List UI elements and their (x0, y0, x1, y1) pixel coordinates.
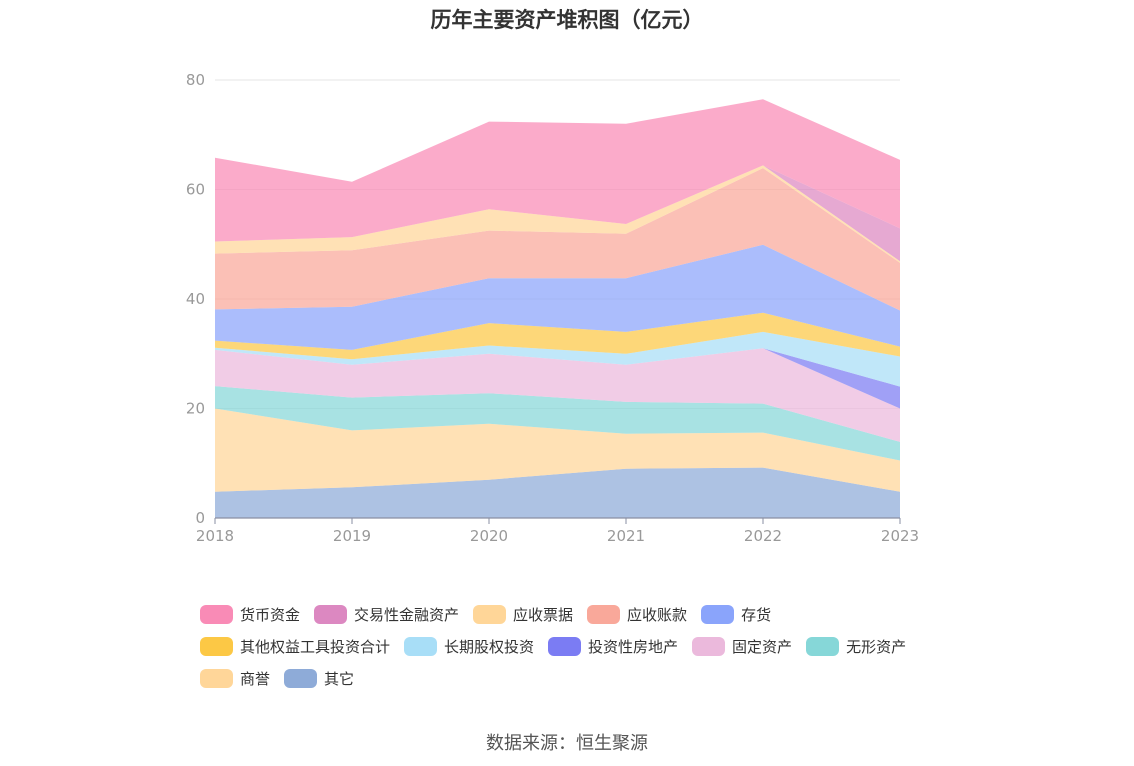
legend-label: 交易性金融资产 (354, 605, 460, 624)
legend-item[interactable]: 应收账款 (587, 601, 687, 627)
area-2 (215, 386, 900, 461)
legend-item[interactable]: 无形资产 (806, 633, 906, 659)
legend-label: 投资性房地产 (588, 637, 679, 656)
legend-item[interactable]: 其他权益工具投资合计 (200, 633, 390, 659)
legend-row: 商誉 其它 (200, 662, 960, 694)
legend-item[interactable]: 交易性金融资产 (314, 601, 459, 627)
legend-label: 其它 (324, 669, 355, 688)
x-tick-label-2018: 2018 (196, 527, 234, 545)
legend-label: 其他权益工具投资合计 (240, 637, 391, 656)
legend-swatch (806, 636, 840, 656)
area-1 (215, 408, 900, 492)
legend-label: 长期股权投资 (444, 637, 535, 656)
legend-label: 应收票据 (513, 605, 574, 624)
x-tick-label-2020: 2020 (470, 527, 508, 545)
y-tick-labels: 0 20 40 60 80 (186, 71, 205, 527)
legend-label: 应收账款 (627, 605, 688, 624)
area-0 (215, 467, 900, 518)
y-tick-label-0: 0 (195, 509, 205, 527)
legend-item[interactable]: 投资性房地产 (548, 633, 678, 659)
area-3 (215, 348, 900, 442)
x-tick-label-2023: 2023 (881, 527, 919, 545)
stacked-area-chart: 0 20 40 60 80 2018 2019 2020 2021 2022 2023 (186, 71, 919, 545)
legend-label: 商誉 (240, 669, 271, 688)
legend-swatch (200, 668, 233, 688)
legend-swatch (200, 604, 233, 624)
area-5 (215, 331, 900, 387)
axes (214, 517, 901, 524)
x-tick-label-2022: 2022 (744, 527, 782, 545)
legend-item[interactable]: 应收票据 (473, 601, 573, 627)
legend: 货币资金 交易性金融资产 应收票据 应收账款 存货其他权益工具投资合计 长期股权投资 投资性… (200, 598, 960, 694)
legend-item[interactable]: 存货 (701, 601, 771, 627)
legend-swatch (200, 636, 233, 656)
area-6 (215, 312, 900, 360)
x-tick-label-2019: 2019 (333, 527, 371, 545)
y-tick-label-40: 40 (186, 290, 205, 308)
legend-item[interactable]: 商誉 (200, 665, 270, 691)
legend-swatch (404, 636, 438, 656)
legend-label: 无形资产 (846, 637, 907, 656)
x-tick-labels: 2018 2019 2020 2021 2022 2023 (196, 527, 919, 545)
legend-item[interactable]: 其它 (284, 665, 354, 691)
source-note: 数据来源：恒生聚源 (486, 733, 648, 754)
area-7 (215, 244, 900, 350)
area-series (215, 99, 900, 518)
legend-item[interactable]: 长期股权投资 (404, 633, 534, 659)
legend-swatch (314, 604, 348, 624)
y-tick-label-80: 80 (186, 71, 205, 89)
legend-row: 货币资金 交易性金融资产 应收票据 应收账款 存货 (200, 598, 960, 630)
chart-title: 历年主要资产堆积图（亿元） (430, 8, 704, 32)
area-9 (215, 165, 900, 263)
legend-swatch (587, 604, 621, 624)
legend-label: 存货 (741, 605, 772, 624)
area-11 (215, 99, 900, 242)
legend-swatch (701, 604, 735, 624)
legend-swatch (548, 636, 582, 656)
legend-label: 固定资产 (732, 637, 793, 656)
x-tick-label-2021: 2021 (607, 527, 645, 545)
legend-item[interactable]: 固定资产 (692, 633, 792, 659)
area-8 (215, 168, 900, 311)
legend-swatch (284, 668, 318, 688)
legend-item[interactable]: 货币资金 (200, 601, 300, 627)
y-tick-label-60: 60 (186, 181, 205, 199)
y-tick-label-20: 20 (186, 400, 205, 418)
legend-swatch (692, 636, 726, 656)
legend-row: 其他权益工具投资合计 长期股权投资 投资性房地产 固定资产 无形资产 (200, 630, 960, 662)
legend-label: 货币资金 (240, 605, 301, 624)
legend-swatch (473, 604, 507, 624)
